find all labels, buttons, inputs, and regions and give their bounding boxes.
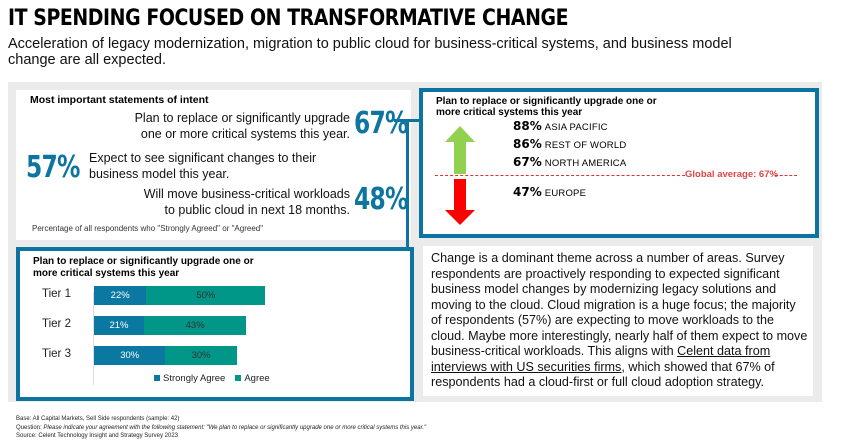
- intent-note: Percentage of all respondents who "Stron…: [32, 224, 264, 233]
- bar-segment-agree: 30%: [165, 346, 237, 365]
- footer-question: Question: Please indicate your agreement…: [16, 425, 426, 431]
- legend-item-agree: Agree: [235, 373, 270, 384]
- bar-segment-agree: 43%: [143, 316, 247, 335]
- statement-text: Plan to replace or significantly upgrade…: [110, 110, 350, 142]
- statement-line: Plan to replace or significantly upgrade: [134, 111, 350, 125]
- down-arrow-icon: [445, 179, 475, 225]
- regional-breakdown-box: Plan to replace or significantly upgrade…: [419, 88, 819, 238]
- region-row-europe: 47% EUROPE: [513, 185, 586, 199]
- category-label: Tier 3: [42, 348, 71, 360]
- category-label: Tier 1: [42, 288, 71, 300]
- statement-line: Will move business-critical workloads: [143, 187, 350, 201]
- global-average-label: Global average: 67%: [685, 169, 778, 180]
- bar-segment-strongly-agree: 30%: [94, 346, 166, 365]
- chart-axis: [93, 292, 94, 385]
- legend-label: Agree: [244, 373, 270, 384]
- intent-heading: Most important statements of intent: [30, 94, 209, 106]
- global-average-line-end: [775, 175, 797, 176]
- legend-label: Strongly Agree: [163, 373, 226, 384]
- region-label: EUROPE: [544, 188, 587, 199]
- statement-line: one or more critical systems this year.: [140, 127, 350, 141]
- regional-heading-line: more critical systems this year: [436, 107, 583, 118]
- region-label: ASIA PACIFIC: [544, 122, 608, 133]
- global-average-line: [435, 175, 685, 176]
- region-row-north-america: 67% NORTH AMERICA: [513, 155, 626, 169]
- tier-chart-box: Plan to replace or significantly upgrade…: [16, 247, 414, 401]
- region-value: 47%: [513, 185, 542, 199]
- statement-line: Expect to see significant changes to the…: [89, 151, 317, 165]
- region-value: 88%: [513, 119, 542, 133]
- stat-value-57: 57%: [26, 150, 80, 185]
- connector-line: [406, 119, 409, 249]
- chart-title-line: Plan to replace or significantly upgrade…: [33, 256, 254, 267]
- stat-value-48: 48%: [354, 182, 408, 217]
- region-label: REST OF WORLD: [544, 140, 627, 151]
- commentary-paragraph: Change is a dominant theme across a numb…: [431, 251, 809, 391]
- celent-data-link[interactable]: Celent data from interviews with US secu…: [431, 344, 771, 374]
- region-row-asia-pacific: 88% ASIA PACIFIC: [513, 119, 608, 133]
- page-title: IT SPENDING FOCUSED ON TRANSFORMATIVE CH…: [8, 6, 569, 31]
- page-subtitle: Acceleration of legacy modernization, mi…: [8, 36, 732, 68]
- bar-segment-strongly-agree: 22%: [94, 286, 147, 305]
- chart-title: Plan to replace or significantly upgrade…: [33, 256, 254, 280]
- up-arrow-icon: [445, 126, 475, 174]
- statement-line: to public cloud in next 18 months.: [164, 203, 350, 217]
- regional-heading: Plan to replace or significantly upgrade…: [436, 96, 657, 118]
- chart-title-line: more critical systems this year: [33, 268, 180, 279]
- commentary-text: Change is a dominant theme across a numb…: [431, 251, 808, 358]
- statement-line: business model this year.: [89, 167, 230, 181]
- legend-swatch: [235, 375, 242, 381]
- footer-question-text: Please indicate your agreement with the …: [43, 425, 427, 431]
- commentary-text: which showed that 67% of respondents had…: [431, 359, 775, 390]
- statement-text: Expect to see significant changes to the…: [89, 150, 349, 182]
- regional-heading-line: Plan to replace or significantly upgrade…: [436, 96, 657, 107]
- legend-item-strongly-agree: Strongly Agree: [154, 373, 225, 384]
- statement-text: Will move business-critical workloads to…: [110, 186, 350, 218]
- region-row-rest-of-world: 86% REST OF WORLD: [513, 137, 626, 151]
- region-value: 86%: [513, 137, 542, 151]
- stat-value-67: 67%: [354, 106, 408, 141]
- region-label: NORTH AMERICA: [544, 158, 627, 169]
- region-value: 67%: [513, 155, 542, 169]
- footer-question-label: Question:: [16, 425, 44, 431]
- footer-source: Source: Celent Technology Insight and St…: [16, 433, 178, 439]
- category-label: Tier 2: [42, 318, 71, 330]
- intent-statements-box: Most important statements of intent Plan…: [16, 90, 411, 240]
- legend-swatch: [154, 375, 160, 381]
- footer-base: Base: All Capital Markets, Sell Side res…: [16, 416, 180, 422]
- bar-segment-strongly-agree: 21%: [94, 316, 144, 335]
- commentary-box: Change is a dominant theme across a numb…: [423, 246, 813, 396]
- chart-legend: Strongly Agree Agree: [154, 373, 270, 384]
- bar-segment-agree: 50%: [146, 286, 266, 305]
